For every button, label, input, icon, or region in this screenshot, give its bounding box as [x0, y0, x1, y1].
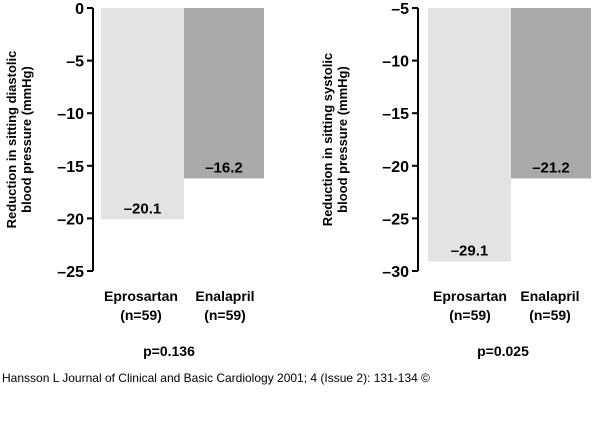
chart1-category-label: Eprosartan — [104, 288, 178, 304]
chart1-y-tick-label: –15 — [57, 159, 84, 176]
chart1-y-axis-title-line2: blood pressure (mmHg) — [19, 66, 34, 213]
chart1-data-label: –20.1 — [124, 200, 162, 217]
chart1-data-label: –16.2 — [205, 159, 243, 176]
chart2-y-tick-label: –25 — [382, 211, 409, 228]
chart1-category-label: Enalapril — [195, 288, 254, 304]
chart2-y-tick-label: –5 — [391, 1, 409, 18]
chart1-y-axis-title-line1: Reduction in sitting diastolic — [4, 51, 19, 229]
chart2-data-label: –29.1 — [451, 243, 489, 260]
figure-caption: Hansson L Journal of Clinical and Basic … — [2, 371, 430, 385]
chart2-p-value: p=0.025 — [477, 343, 529, 359]
chart1-category-n: (n=59) — [204, 307, 246, 323]
chart1-y-tick-label: –10 — [57, 106, 84, 123]
chart1-y-tick-label: 0 — [75, 1, 84, 18]
chart2-category-label: Eprosartan — [433, 288, 507, 304]
chart2-category-label: Enalapril — [520, 288, 579, 304]
chart2-y-tick-label: –20 — [382, 159, 409, 176]
chart2-y-axis-title-line2: blood pressure (mmHg) — [335, 66, 350, 213]
chart1-y-tick-label: –25 — [57, 264, 84, 281]
chart2-y-tick-label: –10 — [382, 54, 409, 71]
chart2-y-tick-label: –30 — [382, 264, 409, 281]
chart1-p-value: p=0.136 — [143, 343, 195, 359]
chart1-y-tick-label: –5 — [66, 54, 84, 71]
chart2-y-tick-label: –15 — [382, 106, 409, 123]
chart2-bar-enalapril — [511, 8, 591, 179]
chart1-bar-enalapril — [184, 8, 264, 179]
chart1-y-tick-label: –20 — [57, 211, 84, 228]
chart2-category-n: (n=59) — [529, 307, 571, 323]
chart1-bar-eprosartan — [101, 8, 184, 220]
chart2-data-label: –21.2 — [532, 159, 570, 176]
chart2-y-axis-title-line1: Reduction in sitting systolic — [320, 53, 335, 226]
chart2-category-n: (n=59) — [449, 307, 491, 323]
chart1-category-n: (n=59) — [120, 307, 162, 323]
chart2-bar-eprosartan — [428, 8, 511, 262]
